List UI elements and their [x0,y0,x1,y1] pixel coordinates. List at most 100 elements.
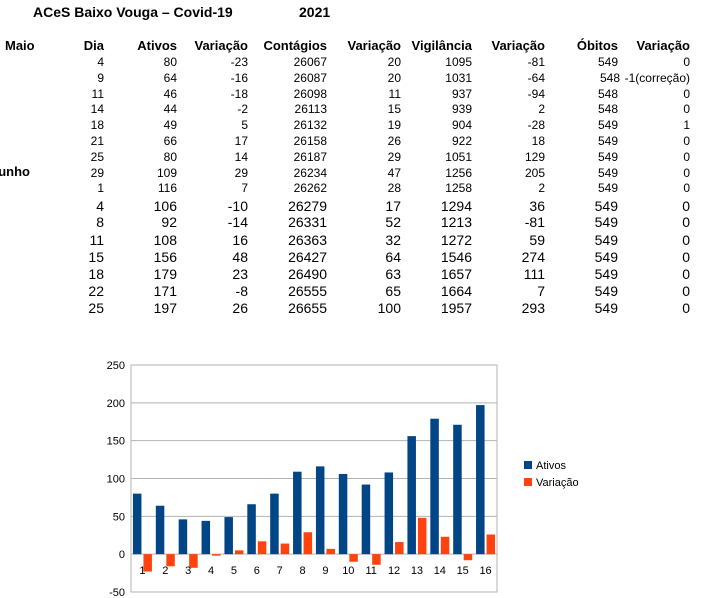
table-cell: 28 [387,181,401,195]
bar-ativos [201,520,211,555]
table-cell: 63 [385,266,401,282]
table-cell: 2 [538,102,545,116]
table-cell: 22 [88,283,104,299]
table-cell: 25 [90,150,104,164]
table-cell: 0 [682,283,690,299]
table-cell: 0 [683,87,690,101]
table-cell: 26555 [288,283,327,299]
table-cell: 36 [529,198,545,214]
table-cell: 293 [521,300,545,316]
table-cell: 129 [524,150,545,164]
table-cell: -94 [527,87,545,101]
table-cell: 1213 [440,214,472,230]
x-tick-label: 16 [479,565,491,577]
table-cell: 939 [451,102,472,116]
table-cell: 0 [682,232,690,248]
table-cell: 0 [682,249,690,265]
table-cell: 64 [385,249,401,265]
table-cell: 26331 [288,214,327,230]
table-cell: 18 [531,134,545,148]
table-cell: 66 [163,134,177,148]
table-cell: 549 [597,134,618,148]
bar-ativos [407,436,416,555]
column-header: Variação [636,38,691,53]
table-cell: 549 [597,166,618,180]
x-tick-label: 13 [411,565,423,577]
bar-ativos [132,493,142,555]
bar-variacao [280,543,290,555]
table-cell: 1272 [440,232,472,248]
table-cell: 29 [234,166,248,180]
column-header: Variação [491,38,546,53]
table-cell: 26490 [288,266,327,282]
table-cell: 26098 [293,87,327,101]
table-cell: 549 [597,118,618,132]
table-cell: 1051 [445,150,472,164]
table-cell: 29 [90,166,104,180]
month-label: Maio [5,38,35,53]
month-label: Junho [0,164,30,179]
table-cell: 106 [153,198,177,214]
x-tick-label: 14 [434,565,446,577]
x-tick-label: 5 [231,565,237,577]
table-cell: 197 [153,300,177,316]
table-cell: 4 [96,198,104,214]
table-cell: 23 [232,266,248,282]
bar-variacao [257,541,267,555]
table-cell: 52 [385,214,401,230]
table-cell: 549 [594,283,618,299]
table-cell: 549 [597,181,618,195]
legend-swatch [524,478,532,486]
table-cell: 8 [96,214,104,230]
column-header: Dia [83,38,104,53]
x-tick-label: 7 [277,565,283,577]
table-cell: 48 [232,249,248,265]
table-cell: 17 [385,198,401,214]
table-cell: 80 [163,55,177,69]
table-cell: 26113 [294,102,327,116]
table-cell: -64 [527,71,545,85]
bar-variacao [166,554,175,567]
y-tick-label: 200 [107,398,125,410]
table-cell: 26655 [288,300,327,316]
y-tick-label: 50 [113,511,125,523]
sheet-title: ACeS Baixo Vouga – Covid-19 [33,4,233,20]
bar-ativos [476,405,485,555]
x-tick-label: 9 [322,565,328,577]
table-cell: 0 [683,102,690,116]
table-cell: 9 [97,71,104,85]
x-tick-label: 15 [457,565,469,577]
table-cell: 156 [153,249,177,265]
table-cell: 18 [90,118,104,132]
table-cell: 1 [97,181,104,195]
table-cell: 80 [163,150,177,164]
table-cell: 59 [529,232,545,248]
table-cell: 26067 [293,55,327,69]
bar-variacao [234,550,244,555]
table-cell: 92 [161,214,177,230]
bar-variacao [440,536,450,555]
table-cell: 205 [524,166,545,180]
table-cell: 549 [597,150,618,164]
table-cell: 7 [241,181,248,195]
table-cell: 18 [88,266,104,282]
column-header: Variação [194,38,249,53]
table-cell: 116 [157,181,177,195]
table-cell: -28 [527,118,545,132]
table-cell: 11 [388,87,401,101]
table-cell: 26087 [293,71,327,85]
plot-frame [130,364,498,593]
table-cell: 274 [521,249,545,265]
table-cell: 26262 [293,181,327,195]
bar-variacao [143,554,152,572]
table-cell: 108 [153,232,177,248]
bar-ativos [224,517,233,555]
table-cell: 0 [682,214,690,230]
table-cell: 25 [88,300,104,316]
table-cell: 549 [594,214,618,230]
table-cell: 1256 [445,166,472,180]
x-tick-label: 1 [139,565,145,577]
bar-ativos [293,471,302,555]
table-cell: 2 [538,181,545,195]
table-cell: 1258 [445,181,472,195]
